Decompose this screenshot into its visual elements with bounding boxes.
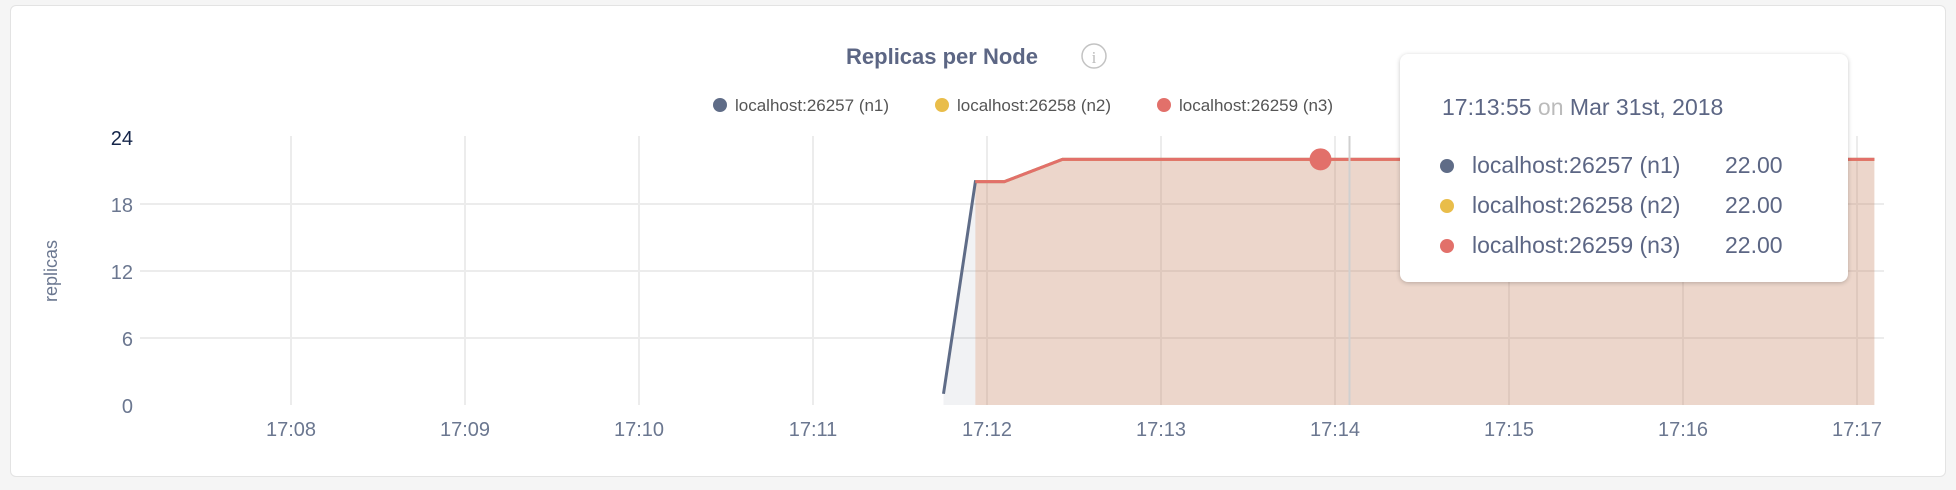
x-tick-label: 17:17 <box>1832 419 1882 441</box>
tooltip-time-value: 17:13:55 <box>1442 94 1532 120</box>
tooltip-row: localhost:26257 (n1) 22.00 <box>1440 152 1783 179</box>
x-tick-label: 17:09 <box>440 419 490 441</box>
chart-title: Replicas per Node <box>846 44 1038 69</box>
x-tick-label: 17:10 <box>614 419 664 441</box>
tooltip-row: localhost:26258 (n2) 22.00 <box>1440 192 1783 219</box>
legend-dot-icon <box>713 98 727 112</box>
hover-tooltip: 17:13:55 on Mar 31st, 2018 localhost:262… <box>1400 54 1848 282</box>
y-tick-label: 18 <box>111 195 133 217</box>
x-tick-label: 17:15 <box>1484 419 1534 441</box>
info-icon-glyph: i <box>1092 48 1097 67</box>
tooltip-series-value: 22.00 <box>1725 232 1783 258</box>
legend-dot-icon <box>935 98 949 112</box>
legend-item: localhost:26257 (n1) <box>735 96 889 115</box>
legend-item: localhost:26258 (n2) <box>957 96 1111 115</box>
y-axis-label: replicas <box>41 240 61 302</box>
tooltip-on: on <box>1537 94 1564 120</box>
y-tick-label: 12 <box>111 262 133 284</box>
series-dot-icon <box>1440 198 1454 213</box>
x-tick-label: 17:14 <box>1310 419 1360 441</box>
x-tick-label: 17:16 <box>1658 419 1708 441</box>
tooltip-series-label: localhost:26259 (n3) <box>1472 232 1681 258</box>
y-tick-label: 0 <box>122 396 133 418</box>
x-tick-label: 17:11 <box>789 419 838 441</box>
tooltip-series-value: 22.00 <box>1725 192 1783 218</box>
series-dot-icon <box>1440 158 1454 173</box>
y-tick-label: 6 <box>122 329 133 351</box>
tooltip-series-value: 22.00 <box>1725 152 1783 178</box>
x-tick-label: 17:13 <box>1136 419 1186 441</box>
x-tick-label: 17:08 <box>266 419 316 441</box>
series-dot-icon <box>1440 238 1454 253</box>
hover-point <box>1309 148 1332 171</box>
tooltip-date: Mar 31st, 2018 <box>1569 94 1724 120</box>
tooltip-time: 17:13:55 on Mar 31st, 2018 <box>1442 94 1723 121</box>
legend-item: localhost:26259 (n3) <box>1179 96 1333 115</box>
legend-dot-icon <box>1157 98 1171 112</box>
info-icon <box>1081 43 1107 69</box>
tooltip-series-label: localhost:26257 (n1) <box>1472 152 1681 178</box>
y-tick-label: 24 <box>111 128 133 150</box>
tooltip-series-label: localhost:26258 (n2) <box>1472 192 1681 218</box>
x-tick-label: 17:12 <box>962 419 1012 441</box>
tooltip-row: localhost:26259 (n3) 22.00 <box>1440 232 1783 259</box>
